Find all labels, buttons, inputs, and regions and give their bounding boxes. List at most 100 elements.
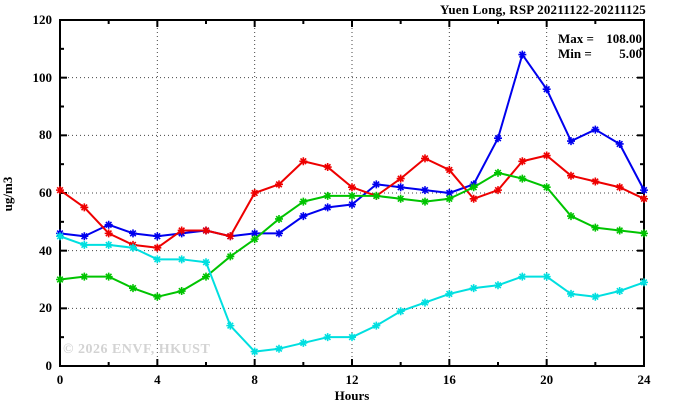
marker-blue	[250, 229, 259, 238]
max-label: Max =	[558, 31, 594, 46]
y-tick-label: 60	[39, 185, 52, 200]
marker-cyan	[469, 284, 478, 293]
marker-cyan	[323, 333, 332, 342]
marker-red	[226, 232, 235, 241]
marker-green	[202, 272, 210, 281]
marker-green	[153, 292, 162, 301]
marker-cyan	[591, 292, 600, 301]
marker-blue	[153, 232, 162, 241]
x-tick-label: 4	[154, 372, 161, 387]
marker-cyan	[104, 240, 113, 249]
x-tick-label: 0	[56, 372, 64, 387]
y-tick-label: 40	[39, 242, 52, 258]
marker-blue	[567, 137, 575, 146]
marker-red	[494, 186, 502, 195]
y-tick-label: 80	[39, 127, 52, 143]
marker-green	[250, 235, 259, 244]
marker-cyan	[177, 255, 186, 264]
marker-red	[615, 183, 624, 192]
y-tick-label: 20	[39, 300, 52, 316]
marker-cyan	[542, 272, 551, 281]
marker-cyan	[567, 289, 575, 298]
marker-green	[567, 212, 575, 221]
x-tick-label: 16	[442, 372, 456, 387]
marker-blue	[323, 203, 332, 212]
marker-green	[591, 223, 600, 232]
marker-red	[153, 243, 162, 252]
x-tick-label: 12	[345, 372, 359, 387]
marker-red	[518, 157, 527, 166]
marker-blue	[445, 189, 454, 197]
min-value: 5.00	[619, 46, 642, 61]
marker-cyan	[445, 289, 454, 298]
marker-red	[640, 194, 648, 203]
marker-cyan	[226, 321, 235, 330]
marker-blue	[640, 186, 648, 195]
marker-green	[421, 197, 429, 206]
marker-red	[396, 174, 405, 183]
marker-red	[591, 177, 600, 186]
marker-blue	[518, 50, 527, 59]
x-tick-label: 8	[251, 372, 258, 387]
marker-green	[372, 191, 381, 200]
marker-cyan	[56, 232, 64, 241]
marker-green	[518, 174, 527, 183]
marker-red	[567, 171, 575, 180]
y-tick-label: 120	[32, 12, 53, 27]
marker-cyan	[153, 255, 162, 264]
marker-green	[275, 214, 283, 223]
marker-blue	[494, 134, 502, 143]
marker-blue	[299, 212, 308, 221]
marker-blue	[104, 220, 113, 229]
marker-green	[323, 191, 332, 200]
marker-cyan	[275, 344, 283, 353]
marker-cyan	[494, 281, 502, 290]
marker-red	[299, 157, 308, 166]
marker-red	[542, 151, 551, 160]
x-tick-label: 24	[637, 372, 651, 387]
marker-red	[421, 154, 429, 163]
marker-blue	[348, 200, 356, 209]
marker-cyan	[80, 240, 89, 249]
y-axis-label: ug/m3	[0, 176, 15, 212]
marker-green	[615, 226, 624, 235]
marker-cyan	[299, 338, 308, 347]
marker-red	[104, 229, 113, 238]
marker-blue	[591, 125, 600, 134]
marker-green	[56, 275, 64, 284]
marker-green	[226, 252, 235, 261]
marker-blue	[372, 180, 381, 189]
marker-red	[275, 180, 283, 189]
marker-cyan	[396, 307, 405, 316]
marker-green	[542, 183, 551, 192]
marker-blue	[80, 232, 89, 241]
marker-red	[348, 183, 356, 192]
marker-cyan	[518, 272, 527, 281]
marker-red	[202, 226, 210, 235]
chart-line-blue	[59, 53, 645, 238]
stats-box: Max = 108.00 Min = 5.00	[558, 31, 642, 61]
marker-cyan	[129, 243, 137, 252]
marker-blue	[129, 229, 137, 238]
marker-green	[299, 197, 308, 206]
marker-green	[104, 272, 113, 281]
marker-blue	[421, 186, 429, 195]
marker-cyan	[250, 347, 259, 356]
marker-cyan	[421, 298, 429, 307]
marker-red	[250, 189, 259, 197]
marker-green	[177, 287, 186, 296]
x-axis-label: Hours	[334, 388, 370, 403]
marker-green	[494, 168, 502, 177]
marker-red	[56, 186, 64, 195]
y-tick-label: 0	[45, 358, 53, 373]
marker-blue	[615, 139, 624, 148]
marker-cyan	[348, 333, 356, 342]
max-value: 108.00	[606, 31, 642, 46]
marker-red	[177, 226, 186, 235]
marker-green	[640, 229, 648, 238]
marker-blue	[275, 229, 283, 238]
marker-green	[348, 191, 356, 200]
x-tick-label: 20	[540, 372, 554, 387]
chart-title: Yuen Long, RSP 20211122-20211125	[439, 2, 646, 17]
